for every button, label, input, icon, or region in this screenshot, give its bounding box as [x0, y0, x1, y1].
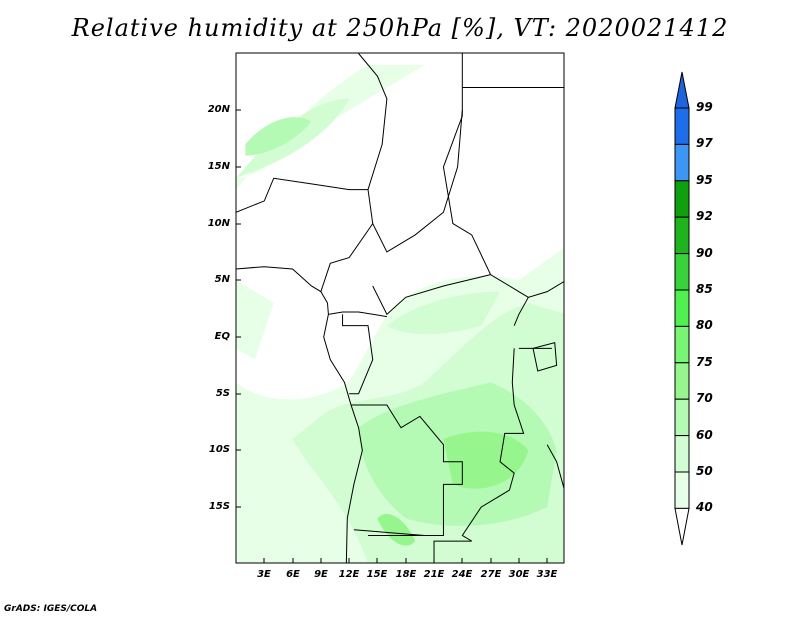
- colorbar-segment: [674, 107, 690, 145]
- map-frame: [235, 52, 565, 564]
- colorbar-segment: [674, 289, 690, 327]
- colorbar-segment: [674, 216, 690, 255]
- lat-label: 5S: [215, 388, 230, 399]
- colorbar-label: 50: [696, 464, 713, 478]
- colorbar-segment: [674, 253, 690, 291]
- humidity-70-region: [377, 513, 416, 546]
- colorbar-segment: [674, 471, 690, 509]
- border: [351, 405, 462, 535]
- colorbar: [674, 71, 690, 546]
- border: [321, 224, 491, 315]
- humidity-40-region: [236, 280, 274, 360]
- lat-label: 10S: [208, 444, 230, 455]
- colorbar-label: 99: [696, 100, 713, 114]
- lat-label: 15N: [207, 161, 230, 172]
- colorbar-label: 60: [696, 427, 713, 442]
- lat-label: 20N: [207, 104, 230, 115]
- colorbar-label: 70: [696, 391, 713, 406]
- lon-label: 33E: [536, 569, 558, 580]
- coastlines-borders: [236, 53, 566, 563]
- lon-label: 24E: [451, 569, 473, 580]
- border: [236, 53, 462, 251]
- colorbar-segment: [674, 143, 690, 182]
- colorbar-segment: [674, 325, 690, 364]
- border: [443, 88, 566, 298]
- coastline: [236, 267, 362, 564]
- colorbar-label: 75: [696, 354, 713, 369]
- axis-ticks: [236, 109, 548, 563]
- border: [354, 530, 472, 564]
- colorbar-label: 85: [696, 282, 713, 296]
- lon-label: 6E: [286, 569, 300, 580]
- humidity-50-region: [386, 291, 501, 335]
- humidity-40-region: [236, 64, 425, 190]
- colorbar-label: 90: [696, 245, 713, 260]
- colorbar-label: 80: [696, 318, 713, 333]
- humidity-70-region: [443, 431, 529, 489]
- lat-label: 10N: [207, 218, 230, 229]
- lon-label: 3E: [257, 569, 271, 580]
- lon-label: 27E: [480, 569, 502, 580]
- lat-label: 15S: [208, 501, 230, 512]
- lon-label: 18E: [395, 569, 417, 580]
- lon-label: 12E: [338, 569, 360, 580]
- colorbar-label: 92: [696, 209, 713, 224]
- colorbar-segment: [674, 362, 690, 400]
- colorbar-label: 97: [696, 136, 713, 151]
- humidity-60-region: [245, 117, 312, 156]
- lake-victoria: [533, 343, 557, 371]
- border: [462, 297, 566, 541]
- lon-label: 15E: [366, 569, 388, 580]
- lon-label: 30E: [508, 569, 530, 580]
- border: [359, 53, 387, 189]
- border: [328, 312, 386, 394]
- lat-label: 5N: [214, 274, 230, 285]
- lon-label: 9E: [314, 569, 328, 580]
- map-title: Relative humidity at 250hPa [%], VT: 202…: [71, 14, 729, 42]
- colorbar-upper-arrow: [674, 71, 690, 109]
- lon-label: 21E: [423, 569, 445, 580]
- colorbar-segment: [674, 180, 690, 218]
- colorbar-lower-arrow: [674, 507, 690, 546]
- credit-text: GrADS: IGES/COLA: [4, 604, 98, 614]
- colorbar-segment: [674, 398, 690, 437]
- colorbar-label: 40: [696, 500, 713, 515]
- colorbar-label: 95: [696, 172, 713, 187]
- colorbar-segment: [674, 435, 690, 473]
- humidity-field: [236, 64, 564, 563]
- lat-label: EQ: [214, 331, 230, 342]
